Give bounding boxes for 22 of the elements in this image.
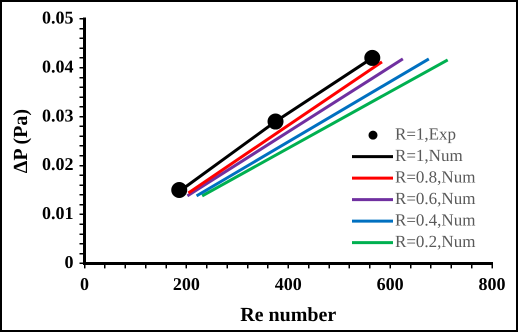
legend-label: R=0.8,Num (395, 168, 476, 187)
x-tick-label: 800 (478, 274, 506, 294)
legend-label: R=0.2,Num (395, 232, 476, 252)
legend-label: R=1,Num (395, 146, 463, 166)
point (171, 182, 188, 198)
y-tick-label: 0.03 (42, 105, 74, 126)
y-axis-title: ΔP (Pa) (10, 109, 32, 174)
legend-label: R=0.6,Num (395, 189, 476, 208)
x-tick-label: 0 (80, 274, 89, 294)
x-tick-label: 600 (376, 274, 404, 294)
y-tick-label: 0.02 (42, 154, 74, 174)
point (364, 50, 380, 66)
y-tick-label: 0.01 (42, 203, 74, 224)
legend-label: R=0.4,Num (395, 210, 476, 230)
y-tick-label: 0.05 (42, 7, 74, 28)
x-axis-title: Re number (240, 304, 336, 326)
y-tick-label: 0.04 (42, 56, 74, 76)
x-tick-label: 400 (274, 274, 302, 294)
y-tick-label: 0 (64, 252, 74, 272)
x-tick-label: 200 (172, 274, 200, 294)
legend-label: R=1,Exp (395, 124, 456, 144)
point (268, 114, 284, 130)
